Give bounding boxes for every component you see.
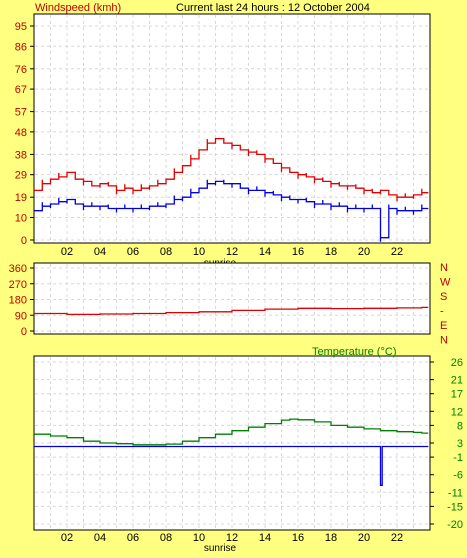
wind-series [34, 137, 429, 242]
x-tick-label: 02 [61, 246, 73, 258]
x-tick-label: 12 [226, 246, 238, 258]
x-tick-label: 20 [358, 532, 370, 544]
y-tick-label: 8 [457, 420, 463, 432]
x-tick-label: 04 [94, 532, 106, 544]
windspeed-title: Windspeed (kmh) [35, 2, 121, 14]
series-line-0 [34, 306, 429, 316]
y-tick-label: -1 [453, 452, 463, 464]
x-tick-label: 08 [160, 532, 172, 544]
y-tick-label: 48 [15, 127, 27, 139]
x-tick-label: 16 [292, 246, 304, 258]
direction-plot-area [33, 262, 431, 335]
y-tick-label: 90 [15, 310, 27, 322]
y-tick-label: 360 [9, 263, 27, 275]
x-tick-label: 10 [193, 246, 205, 258]
compass-letter: W [440, 277, 451, 289]
x-tick-label: 18 [325, 246, 337, 258]
compass-letter: - [440, 306, 444, 318]
y-tick-label: 0 [21, 326, 27, 338]
x-tick-label: 22 [391, 246, 403, 258]
y-tick-label: 0 [21, 235, 27, 247]
y-tick-label: 38 [15, 149, 27, 161]
y-tick-label: 270 [9, 279, 27, 291]
x-tick-label: 22 [391, 532, 403, 544]
y-tick-label: 12 [451, 406, 463, 418]
compass-letter: E [440, 320, 447, 332]
wind-grid [35, 15, 429, 242]
y-tick-label: 29 [15, 170, 27, 182]
wind-x-axis: 02 04 06 08 10 12 14 16 18 20 22 [61, 246, 403, 258]
x-tick-label: 12 [226, 532, 238, 544]
y-tick-label: 17 [451, 389, 463, 401]
y-tick-label: 86 [15, 41, 27, 53]
series-line-0 [34, 137, 429, 202]
y-tick-label: 76 [15, 64, 27, 76]
x-tick-label: 06 [127, 532, 139, 544]
y-tick-label: -20 [447, 519, 463, 531]
direction-compass-letters: NWS-EN [440, 262, 451, 347]
x-tick-label: 18 [325, 532, 337, 544]
y-tick-label: 180 [9, 295, 27, 307]
x-tick-label: 06 [127, 246, 139, 258]
x-tick-label: 14 [259, 246, 271, 258]
y-tick-label: -15 [447, 501, 463, 513]
temp-sunrise-label: sunrise [204, 543, 237, 554]
direction-series [34, 306, 429, 316]
wind-y-axis: 0 10 19 29 38 48 57 67 76 86 95 [15, 21, 34, 247]
temperature-series [34, 418, 429, 486]
y-tick-label: 21 [451, 375, 463, 387]
compass-letter: N [440, 262, 448, 274]
temperature-y-axis: 26 21 17 12 8 3 -1 -6 -11 -15 -20 [430, 357, 463, 531]
x-tick-label: 08 [160, 246, 172, 258]
y-tick-label: 57 [15, 107, 27, 119]
y-tick-label: 67 [15, 84, 27, 96]
y-tick-label: -11 [448, 487, 463, 499]
x-tick-label: 14 [259, 532, 271, 544]
compass-letter: S [440, 291, 447, 303]
series-line-0 [34, 418, 429, 446]
compass-letter: N [440, 335, 448, 347]
x-tick-label: 04 [94, 246, 106, 258]
chart-caption: Current last 24 hours : 12 October 2004 [176, 2, 370, 14]
series-line-1 [34, 179, 429, 242]
y-tick-label: 10 [15, 212, 27, 224]
temperature-title: Temperature (°C) [312, 346, 396, 358]
series-line-1 [34, 445, 429, 486]
direction-y-axis: 0 90 180 270 360 [9, 263, 34, 338]
x-tick-label: 10 [193, 532, 205, 544]
y-tick-label: 19 [15, 192, 27, 204]
y-tick-label: 95 [15, 21, 27, 33]
temperature-x-axis: 02 04 06 08 10 12 14 16 18 20 22 [61, 532, 403, 544]
x-tick-label: 20 [358, 246, 370, 258]
x-tick-label: 02 [61, 532, 73, 544]
x-tick-label: 16 [292, 532, 304, 544]
y-tick-label: 26 [451, 357, 463, 369]
y-tick-label: 3 [457, 438, 463, 450]
y-tick-label: -6 [453, 470, 463, 482]
